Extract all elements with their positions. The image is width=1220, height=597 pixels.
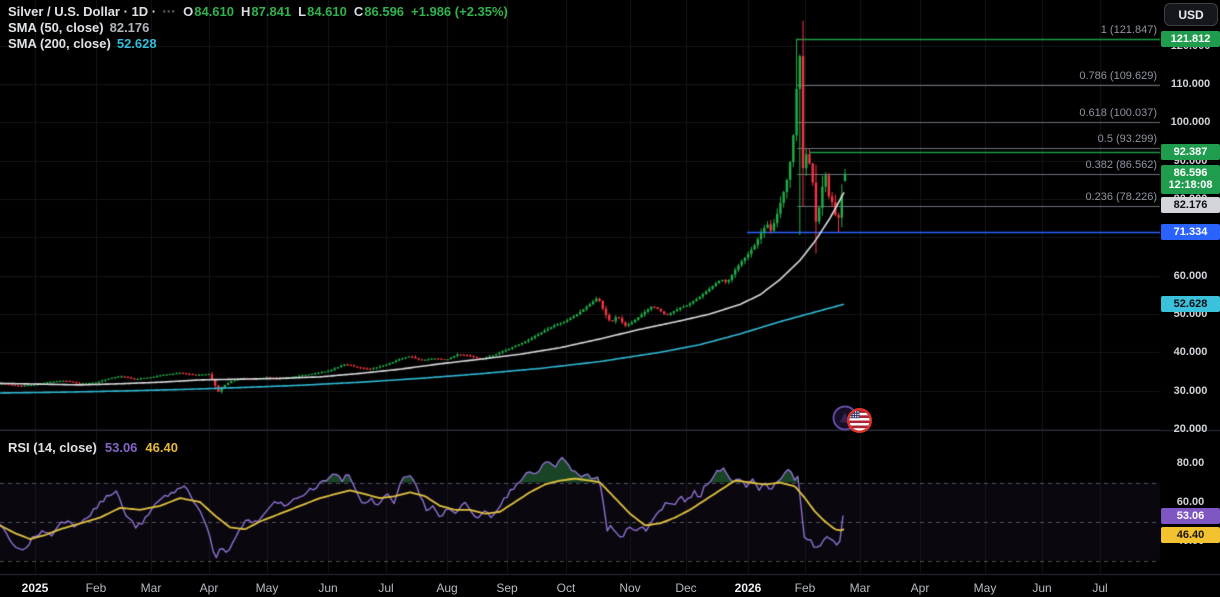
rsi-legend-label: RSI (14, close) xyxy=(8,440,97,455)
rsi-legend[interactable]: RSI (14, close) 53.06 46.40 xyxy=(8,440,178,455)
sma50-legend-value: 82.176 xyxy=(109,20,150,35)
rsi-value-badge: 53.06 xyxy=(1161,507,1220,524)
ohlc-change-value: +1.986 (+2.35%) xyxy=(411,4,508,19)
us-flag-icon[interactable] xyxy=(846,407,873,439)
ohlc-high-label: H xyxy=(241,4,251,19)
currency-unit-button[interactable]: USD xyxy=(1164,3,1218,26)
time-axis-label: Jul xyxy=(378,581,394,595)
fib-level-label: 0.382 (86.562) xyxy=(1085,158,1157,171)
ohlc-open-label: O xyxy=(183,4,194,19)
time-axis-label: Jul xyxy=(1092,581,1108,595)
ohlc-close-value: 86.596 xyxy=(364,4,405,19)
sma200-legend-value: 52.628 xyxy=(116,36,157,51)
rsi-legend-value: 53.06 xyxy=(104,440,138,455)
sma200-legend-row[interactable]: SMA (200, close) 52.628 xyxy=(8,36,508,52)
more-options-icon[interactable]: ⋯ xyxy=(162,4,177,19)
time-axis-label: Feb xyxy=(794,581,816,595)
time-axis-label: May xyxy=(973,581,997,595)
rsi-ma-value-badge: 46.40 xyxy=(1161,526,1220,543)
time-axis-label: Nov xyxy=(619,581,641,595)
price-tick-label: 110.000 xyxy=(1170,78,1211,90)
time-axis-label: Feb xyxy=(85,581,107,595)
symbol-title[interactable]: Silver / U.S. Dollar · 1D · xyxy=(8,4,157,19)
price-tick-label: 20.000 xyxy=(1173,422,1208,435)
time-axis-label: Jun xyxy=(318,581,338,595)
resistance-line-badge: 92.387 xyxy=(1161,143,1220,160)
sma50-value-badge: 82.176 xyxy=(1161,196,1220,213)
time-axis-label: Apr xyxy=(199,581,219,595)
rsi-tick-label: 60.00 xyxy=(1176,496,1205,508)
support-line-badge: 71.334 xyxy=(1161,224,1220,241)
price-tick-label: 100.000 xyxy=(1170,116,1211,129)
price-tick-label: 40.000 xyxy=(1173,346,1208,359)
rsi-tick-label: 80.00 xyxy=(1176,457,1205,469)
time-axis-label: Jun xyxy=(1032,581,1052,595)
rsi-ma-legend-value: 46.40 xyxy=(145,440,178,455)
fib-level-label: 0.5 (93.299) xyxy=(1097,133,1157,146)
time-axis-label: Apr xyxy=(910,581,930,595)
time-axis-label: Mar xyxy=(140,581,162,595)
high-line-badge: 121.812 xyxy=(1161,30,1220,47)
time-scale[interactable] xyxy=(0,575,1220,597)
fib-level-label: 0.236 (78.226) xyxy=(1085,190,1157,203)
last-price-badge: 86.596 12:18:08 xyxy=(1161,165,1220,195)
sma200-value-badge: 52.628 xyxy=(1161,295,1220,312)
time-axis-label: Dec xyxy=(675,581,697,595)
fib-level-label: 1 (121.847) xyxy=(1100,23,1157,36)
time-axis-label: Sep xyxy=(496,581,518,595)
time-axis-label: 2025 xyxy=(21,581,49,595)
sma50-legend-label: SMA (50, close) xyxy=(8,20,104,35)
price-tick-label: 60.000 xyxy=(1173,269,1208,282)
time-axis-label: 2026 xyxy=(734,581,762,595)
price-tick-label: 30.000 xyxy=(1173,384,1208,397)
ohlc-high-value: 87.841 xyxy=(251,4,292,19)
symbol-legend: Silver / U.S. Dollar · 1D · ⋯ O84.610 H87.8… xyxy=(8,4,508,52)
price-scale[interactable] xyxy=(1160,0,1220,575)
symbol-legend-row: Silver / U.S. Dollar · 1D · ⋯ O84.610 H87.8… xyxy=(8,4,508,20)
time-axis-label: Mar xyxy=(849,581,871,595)
countdown-timer: 12:18:08 xyxy=(1168,179,1213,192)
ohlc-low-value: 84.610 xyxy=(307,4,347,19)
sma200-legend-label: SMA (200, close) xyxy=(8,36,111,51)
fib-level-label: 0.618 (100.037) xyxy=(1079,107,1157,120)
sma50-legend-row[interactable]: SMA (50, close) 82.176 xyxy=(8,20,508,36)
ohlc-low-label: L xyxy=(298,4,307,19)
pane-separator-handle[interactable] xyxy=(0,428,1160,433)
time-axis-label: May xyxy=(255,581,279,595)
time-axis-label: Oct xyxy=(556,581,576,595)
fib-level-label: 0.786 (109.629) xyxy=(1079,70,1157,83)
ohlc-open-value: 84.610 xyxy=(194,4,234,19)
time-axis-label: Aug xyxy=(436,581,458,595)
ohlc-close-label: C xyxy=(353,4,364,19)
